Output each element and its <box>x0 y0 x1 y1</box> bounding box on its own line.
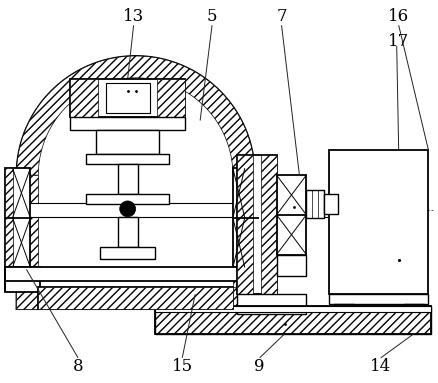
Polygon shape <box>155 306 431 334</box>
Polygon shape <box>334 304 354 320</box>
Text: 14: 14 <box>370 358 392 375</box>
Text: 17: 17 <box>388 33 410 50</box>
Polygon shape <box>86 154 170 164</box>
Text: 15: 15 <box>172 358 193 375</box>
Polygon shape <box>276 175 306 255</box>
Polygon shape <box>4 168 30 267</box>
Polygon shape <box>306 190 324 218</box>
Polygon shape <box>4 203 332 217</box>
Polygon shape <box>106 83 149 113</box>
Text: 7: 7 <box>276 8 287 25</box>
Polygon shape <box>404 304 424 320</box>
Text: 5: 5 <box>207 8 217 25</box>
Polygon shape <box>157 79 185 116</box>
Polygon shape <box>17 175 38 309</box>
Polygon shape <box>237 294 306 314</box>
Polygon shape <box>261 155 276 294</box>
Polygon shape <box>324 194 338 214</box>
Polygon shape <box>118 217 138 247</box>
Text: 13: 13 <box>123 8 144 25</box>
Polygon shape <box>17 56 255 175</box>
Polygon shape <box>96 131 159 154</box>
Polygon shape <box>70 79 98 116</box>
Polygon shape <box>329 150 428 294</box>
Polygon shape <box>329 294 428 304</box>
Circle shape <box>120 201 136 217</box>
Polygon shape <box>17 287 255 309</box>
Polygon shape <box>100 247 155 259</box>
Polygon shape <box>17 56 255 309</box>
Polygon shape <box>233 168 253 267</box>
Polygon shape <box>237 155 276 294</box>
Polygon shape <box>70 79 185 116</box>
Polygon shape <box>276 255 306 277</box>
Polygon shape <box>70 116 185 131</box>
Polygon shape <box>4 168 13 267</box>
Polygon shape <box>245 168 253 267</box>
Polygon shape <box>38 287 233 309</box>
Polygon shape <box>155 306 431 312</box>
Polygon shape <box>118 164 138 194</box>
Polygon shape <box>233 175 255 309</box>
Text: 16: 16 <box>388 8 409 25</box>
Text: 9: 9 <box>254 358 265 375</box>
Polygon shape <box>237 155 253 294</box>
Polygon shape <box>86 194 170 204</box>
Polygon shape <box>4 267 40 292</box>
Polygon shape <box>4 267 263 282</box>
Text: 8: 8 <box>73 358 83 375</box>
Polygon shape <box>38 287 233 309</box>
